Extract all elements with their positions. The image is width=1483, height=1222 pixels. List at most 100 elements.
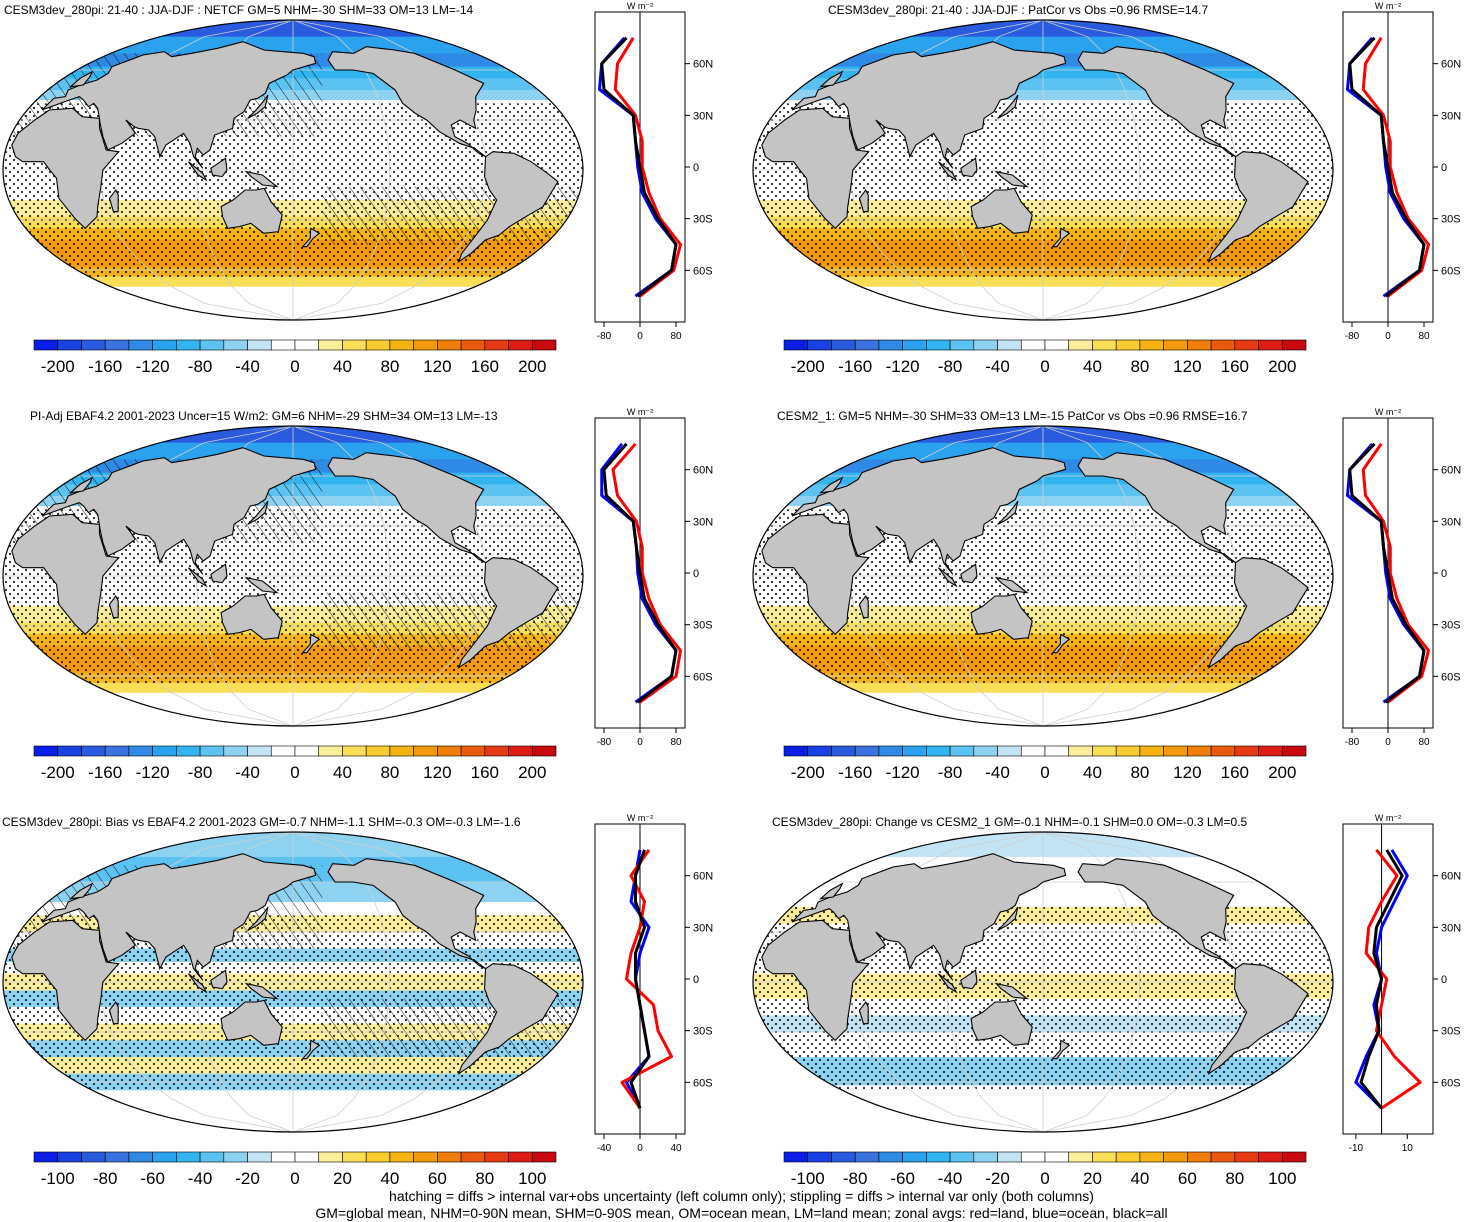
landmass	[457, 151, 559, 264]
lat-tick-label: 30S	[1441, 620, 1461, 632]
landmass	[11, 107, 120, 230]
zonal-unit-label: W m⁻²	[627, 407, 653, 417]
map-panel-a	[2, 19, 584, 321]
x-tick-label: 0	[1385, 331, 1391, 342]
map-border	[752, 19, 1334, 321]
x-tick-label: -80	[1345, 331, 1360, 342]
colorbar-label: -40	[235, 357, 260, 376]
colorbar-swatch	[997, 339, 1022, 351]
colorbar-swatch	[878, 1151, 903, 1163]
landmass	[327, 858, 486, 970]
zonal-line-all	[629, 849, 651, 1109]
lat-tick-label: 0	[693, 974, 699, 986]
colorbar-swatch	[949, 1151, 975, 1163]
colorbar-swatch	[81, 1151, 106, 1163]
colorbar-label: 20	[1083, 1169, 1102, 1188]
lat-tick-label: 60S	[693, 671, 713, 683]
colorbar-panel-a: -200 -160 -120 -80 -40 0 40 80 120 160 200	[33, 339, 557, 376]
zonal-mean-plot-d: W m⁻² 60N 30N 0 30S 60S -80 0 80	[1342, 407, 1461, 748]
colorbar-swatch	[926, 745, 951, 757]
colorbar-swatch	[365, 339, 391, 351]
colorbar-panel-e: -100 -80 -60 -40 -20 0 20 40 60 80 100	[33, 1151, 557, 1188]
colorbar-swatch	[294, 745, 320, 757]
colorbar-label: -200	[791, 763, 825, 782]
lat-tick-label: 60S	[1441, 671, 1461, 683]
colorbar-swatch	[783, 339, 809, 351]
landmass	[1077, 452, 1236, 564]
colorbar-swatch	[1258, 339, 1283, 351]
colorbar-label: 100	[1268, 1169, 1296, 1188]
colorbar-swatch	[294, 339, 320, 351]
x-tick-label: 0	[637, 737, 643, 748]
colorbar-label: -100	[41, 1169, 75, 1188]
landmass	[761, 107, 870, 230]
footer-note-2: GM=global mean, NHM=0-90N mean, SHM=0-90…	[315, 1205, 1168, 1221]
zonal-unit-label: W m⁻²	[1375, 1, 1401, 11]
colorbar-label: 40	[333, 763, 352, 782]
colorbar-swatch	[1115, 339, 1141, 351]
panel-e-title: CESM3dev_280pi: Bias vs EBAF4.2 2001-202…	[2, 815, 521, 829]
map-field	[3, 426, 583, 726]
colorbar-label: -120	[886, 763, 920, 782]
landmass	[994, 170, 1029, 188]
landmass	[1207, 151, 1309, 264]
zonal-line-all	[600, 36, 678, 298]
lat-tick-label: 30N	[693, 516, 713, 528]
x-tick-label: -40	[597, 1143, 612, 1154]
zonal-line-land	[1364, 848, 1422, 1110]
landmass	[247, 906, 269, 931]
lat-tick-label: 30S	[693, 620, 713, 632]
colorbar-swatch	[33, 1151, 59, 1163]
landmass	[457, 557, 559, 670]
panel-b-title: CESM3dev_280pi: 21-40 : JJA-DJF : PatCor…	[828, 3, 1209, 17]
colorbar-swatch	[294, 1151, 320, 1163]
colorbar-label: -20	[985, 1169, 1010, 1188]
colorbar-swatch	[1187, 339, 1212, 351]
lat-tick-label: 60S	[1441, 265, 1461, 277]
landmass	[818, 476, 844, 494]
colorbar-swatch	[1139, 339, 1164, 351]
landmass	[1051, 633, 1071, 654]
landmass	[1051, 1039, 1071, 1060]
colorbar-label: -200	[791, 357, 825, 376]
colorbar-swatch	[831, 745, 856, 757]
colorbar-label: 200	[1268, 763, 1296, 782]
colorbar-swatch	[1068, 745, 1093, 757]
colorbar-swatch	[949, 745, 975, 757]
landmass	[761, 513, 870, 636]
landmass	[791, 853, 1067, 981]
colorbar-label: -160	[838, 357, 872, 376]
colorbar-swatch	[389, 1151, 414, 1163]
colorbar-swatch	[104, 339, 130, 351]
colorbar-swatch	[1068, 1151, 1093, 1163]
colorbar-swatch	[437, 339, 462, 351]
colorbar-panel-c: -200 -160 -120 -80 -40 0 40 80 120 160 200	[33, 745, 557, 782]
colorbar-label: 200	[518, 357, 546, 376]
landmass	[818, 70, 844, 88]
lat-tick-label: 60N	[693, 465, 713, 477]
landmass	[960, 157, 978, 178]
colorbar-label: -120	[136, 763, 170, 782]
colorbar-swatch	[128, 1151, 153, 1163]
landmass	[960, 563, 978, 584]
lat-tick-label: 30S	[693, 1026, 713, 1038]
landmass	[41, 853, 317, 981]
zonal-line-ocean	[1346, 36, 1426, 298]
colorbar-swatch	[342, 745, 367, 757]
zonal-line-all	[1348, 36, 1426, 298]
colorbar-swatch	[854, 339, 880, 351]
landmass	[210, 563, 228, 584]
landmass	[210, 157, 228, 178]
colorbar-swatch	[104, 745, 130, 757]
colorbar-swatch	[1020, 745, 1046, 757]
colorbar-label: 40	[1083, 357, 1102, 376]
landmass	[994, 576, 1029, 594]
colorbar-swatch	[270, 339, 296, 351]
colorbar-label: 160	[1221, 763, 1249, 782]
x-tick-label: 80	[1418, 331, 1430, 342]
lat-tick-label: 60N	[1441, 871, 1461, 883]
landmass	[108, 594, 119, 619]
colorbar-swatch	[342, 1151, 367, 1163]
colorbar-label: 200	[1268, 357, 1296, 376]
x-tick-label: 10	[1402, 1143, 1414, 1154]
